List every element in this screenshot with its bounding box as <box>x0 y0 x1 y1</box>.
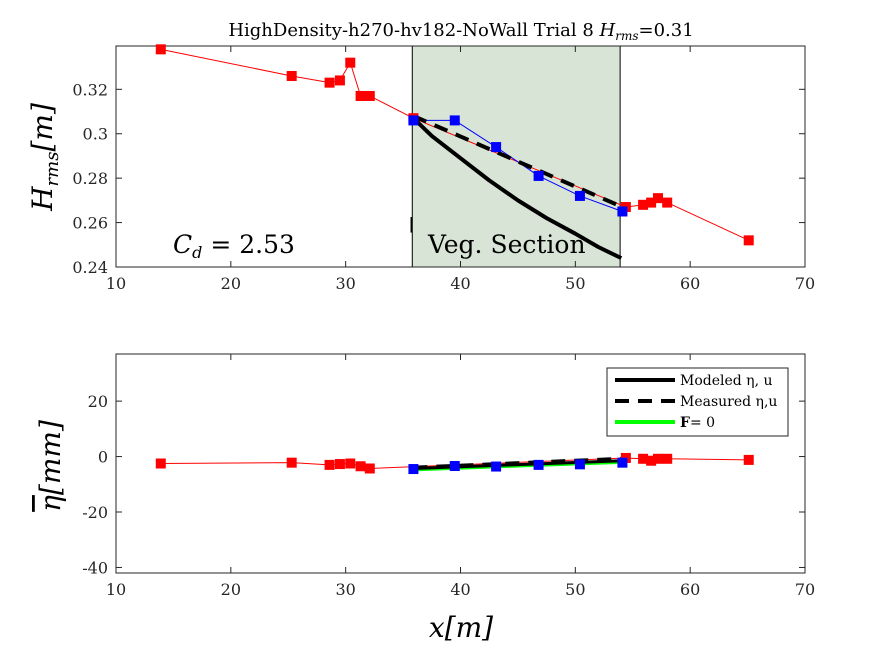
legend-label-measured_fit: Measured η,u <box>680 394 777 410</box>
measured-point <box>334 459 345 470</box>
y-tick-label: -20 <box>82 503 108 522</box>
x-tick-label: 60 <box>680 274 700 293</box>
cd-value: = 2.53 <box>202 230 295 259</box>
title-value: =0.31 <box>639 20 694 41</box>
measured-point <box>286 70 297 81</box>
y-tick-label: 0.26 <box>72 214 108 233</box>
top-panel: 10 20 30 40 50 60 70 0.24 0.26 0.28 0.3 0.32 Veg. Se… <box>72 44 815 293</box>
veg-point <box>408 115 419 126</box>
x-tick-label: 30 <box>335 274 355 293</box>
measured-point <box>324 459 335 470</box>
title-symbol: H <box>599 20 616 41</box>
x-tick-label: 20 <box>221 274 241 293</box>
y-tick-label: 0.32 <box>72 80 108 99</box>
measured-point <box>324 77 335 88</box>
measured-point <box>155 44 166 55</box>
measured-point <box>364 90 375 101</box>
top-ylabel-unit: [m] <box>26 103 59 151</box>
y-tick-label: 20 <box>88 392 108 411</box>
cd-symbol: C <box>173 230 192 259</box>
measured-point <box>155 458 166 469</box>
veg-point <box>574 459 585 470</box>
measured-point <box>653 453 664 464</box>
x-tick-label: 10 <box>106 580 126 599</box>
x-tick-label: 40 <box>450 580 470 599</box>
y-tick-label: 0 <box>98 448 108 467</box>
veg-point <box>533 170 544 181</box>
title-main: HighDensity-h270-hv182-NoWall Trial 8 <box>228 20 599 41</box>
measured-point <box>355 90 366 101</box>
veg-point <box>574 190 585 201</box>
measured-point <box>743 454 754 465</box>
veg-point <box>491 142 502 153</box>
measured-fit-line <box>413 456 622 470</box>
x-tick-label: 50 <box>565 580 585 599</box>
veg-point <box>617 457 628 468</box>
bottom-ylabel: η[mm] <box>34 420 67 512</box>
x-tick-label: 50 <box>565 274 585 293</box>
modeled-line <box>412 116 623 260</box>
y-tick-label: 0.3 <box>83 125 108 144</box>
bottom-ylabel-unit: [mm] <box>34 420 67 495</box>
x-tick-label: 70 <box>795 274 815 293</box>
measured-point <box>743 235 754 246</box>
measured-point <box>638 453 649 464</box>
x-tick-label: 20 <box>221 580 241 599</box>
bottom-panel: 10 20 30 40 50 60 70 -40 -20 0 20 Modeled η, u Measu… <box>82 353 815 599</box>
x-tick-label: 60 <box>680 580 700 599</box>
top-ylabel-subscript: rms <box>42 152 63 187</box>
bottom-ylabel-symbol: η <box>34 495 67 512</box>
measured-fit-line <box>412 114 624 209</box>
veg-point <box>449 460 460 471</box>
measured-point <box>355 461 366 472</box>
xlabel-unit: [m] <box>445 611 493 644</box>
x-tick-label: 70 <box>795 580 815 599</box>
x-tick-label: 40 <box>450 274 470 293</box>
measured-point <box>662 197 673 208</box>
veg-point <box>449 115 460 126</box>
veg-section-label: Veg. Section <box>427 230 586 259</box>
measured-point <box>646 197 657 208</box>
cd-annotation: Cd = 2.53 <box>173 230 295 262</box>
bottom-xlabel: x[m] <box>429 611 493 644</box>
measured-point <box>662 453 673 464</box>
veg-point <box>491 461 502 472</box>
measured-point <box>345 57 356 68</box>
cd-subscript: d <box>192 243 202 262</box>
y-tick-label: 0.28 <box>72 169 108 188</box>
title-subscript: rms <box>615 29 638 43</box>
y-tick-label: 0.24 <box>72 258 108 277</box>
measured-point <box>286 457 297 468</box>
measured-point <box>646 455 657 466</box>
legend-label-zero_force: F= 0 <box>680 415 715 431</box>
veg-point <box>533 459 544 470</box>
veg-series-line <box>413 119 623 212</box>
measured-point <box>638 199 649 210</box>
measured-point <box>345 458 356 469</box>
measured-point <box>653 193 664 204</box>
chart-title: HighDensity-h270-hv182-NoWall Trial 8 Hr… <box>228 20 693 43</box>
top-ylabel-symbol: H <box>26 186 59 212</box>
y-tick-label: -40 <box>82 558 108 577</box>
veg-point <box>408 464 419 475</box>
top-ylabel: Hrms[m] <box>26 103 63 212</box>
measured-point <box>364 463 375 474</box>
legend-label-modeled: Modeled η, u <box>680 373 773 389</box>
x-tick-label: 10 <box>106 274 126 293</box>
veg-point <box>617 206 628 217</box>
xlabel-symbol: x <box>429 611 445 644</box>
x-tick-label: 30 <box>335 580 355 599</box>
legend-rest-part: = 0 <box>690 415 715 431</box>
measured-point <box>334 75 345 86</box>
legend-bold-part: F <box>680 415 690 431</box>
